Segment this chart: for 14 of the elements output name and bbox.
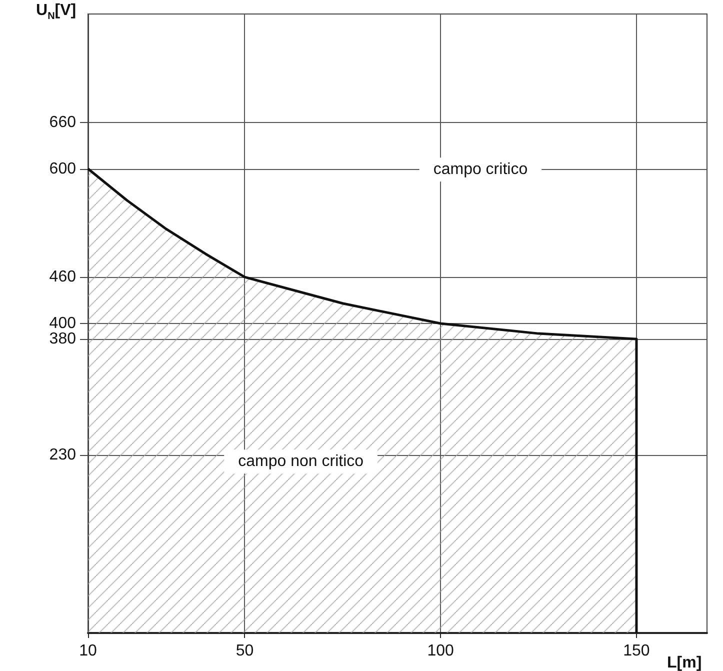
y-tick-label: 400 — [49, 315, 76, 332]
annotation: campo non critico — [238, 453, 364, 470]
y-axis-title: U$_{N}$[V] — [36, 2, 76, 22]
y-tick-label: 230 — [49, 446, 76, 464]
y-tick-label: 460 — [49, 268, 76, 286]
y-tick-label: 380 — [49, 330, 76, 348]
x-tick-label: 10 — [79, 642, 97, 660]
x-axis-title: L[m] — [667, 654, 702, 671]
y-tick-label: 660 — [49, 114, 76, 131]
x-tick-label: 50 — [236, 642, 254, 660]
x-tick-label: 150 — [623, 642, 650, 660]
annotation: campo critico — [433, 161, 528, 178]
x-tick-label: 100 — [427, 642, 454, 660]
y-tick-label: 600 — [49, 160, 76, 178]
